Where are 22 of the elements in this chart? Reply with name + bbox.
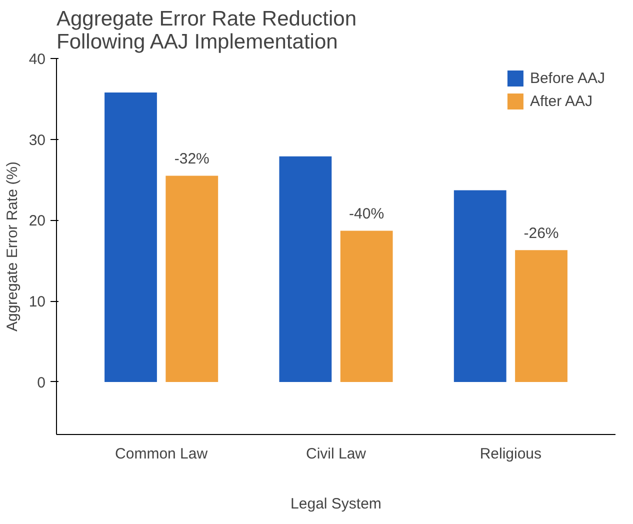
x-axis-title: Legal System [290, 496, 382, 512]
x-tick-label: Common Law [115, 446, 208, 462]
bar [515, 250, 568, 382]
y-tick-label: 10 [28, 294, 46, 311]
annotation: -26% [524, 225, 559, 242]
bar [279, 156, 332, 382]
y-tick-label: 0 [37, 374, 46, 392]
y-tick-label: 40 [28, 51, 46, 68]
bar [104, 92, 157, 382]
y-tick-label: 20 [28, 212, 46, 230]
bar [166, 176, 218, 382]
annotation: -40% [349, 206, 384, 223]
chart-title: Aggregate Error Rate Reduction Following AAJ Implementation [56, 8, 356, 54]
bar [454, 190, 506, 382]
y-tick-label: 30 [28, 132, 46, 149]
y-axis-title: Aggregate Error Rate (%) [4, 161, 21, 332]
legend-label: Before AAJ [530, 70, 605, 86]
legend-label: After AAJ [530, 92, 592, 110]
x-tick-label: Religious [480, 446, 542, 462]
annotation: -32% [174, 150, 210, 168]
x-tick-label: Civil Law [306, 446, 366, 462]
bar [340, 230, 393, 382]
